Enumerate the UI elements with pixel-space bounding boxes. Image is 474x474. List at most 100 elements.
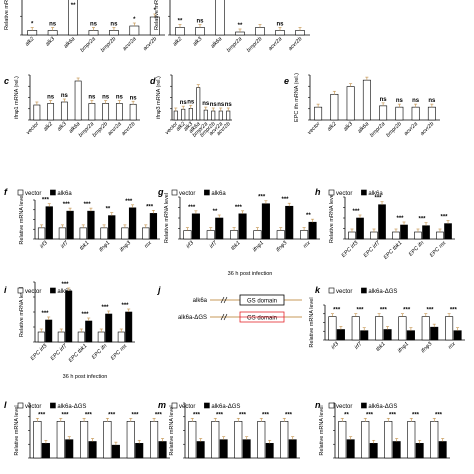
significance-label: *** [41,311,49,317]
bar [445,316,454,341]
x-axis-label: 36 h post infection [228,271,273,277]
bar [226,110,231,121]
significance-label: ns [102,95,110,101]
legend-swatch [204,189,210,196]
significance-label: *** [38,412,46,418]
significance-label: *** [216,412,224,418]
significance-label: ** [213,209,218,215]
category-label: irf3 [185,240,195,250]
bar [88,441,97,459]
bar [392,441,401,459]
significance-label: *** [450,308,458,314]
break-mark [223,296,228,304]
bar [88,103,96,121]
legend-label: alk6a [368,191,383,197]
significance-label: *** [418,217,426,223]
bar [97,331,105,343]
bar [275,30,285,36]
category-label: vector [307,120,323,136]
bar [400,224,408,240]
legend-label: alk6a [211,191,226,197]
legend-label: vector [336,191,352,197]
panel-label-m: m [158,400,166,410]
significance-label: *** [374,196,382,202]
bar [150,421,159,459]
panel-label-k: k [315,285,321,295]
significance-label: *** [131,412,139,418]
category-label: acvr2b [419,121,435,137]
bar [300,230,309,240]
bar [68,0,78,36]
category-label: mx [447,341,457,351]
bar [336,329,345,341]
category-label: alk2 [24,36,35,47]
category-label: alk6a [357,121,371,135]
category-label: ifnφ3 [420,341,434,355]
category-label: bmpr2b [92,121,109,138]
bar [383,329,392,341]
y-axis-label: Relative mRNA level [19,287,25,337]
legend-label: vector [179,191,195,197]
category-label: irf7 [209,240,219,250]
bar [257,421,266,459]
significance-label: * [154,8,157,14]
significance-label: ns [88,95,96,101]
significance-label: ns [196,19,204,25]
legend-swatch [328,287,335,294]
bar [108,215,116,240]
significance-label: ns [428,98,436,104]
bar [100,227,108,240]
bar [330,93,339,121]
category-label: irf3 [330,341,340,351]
bar [346,439,355,459]
y-axis-label: Relative mR [4,0,10,30]
category-label: mx [144,240,154,250]
panel-label-l: l [4,400,7,410]
bar [74,80,82,121]
chart-a1: Relative mR *alk2nsalk3**alk6ansbmpr2ansb… [4,0,165,54]
bar [56,421,65,459]
bar [181,108,186,121]
significance-label: *** [333,308,341,314]
significance-label: *** [61,282,69,288]
significance-label: *** [396,216,404,222]
panel-label-f: f [4,187,8,197]
bar [295,30,305,36]
category-label: acvr2a [267,36,283,52]
y-axis-label: Relative mRNA level [169,405,175,455]
bar [398,316,407,341]
category-label: acvr2a [107,121,123,137]
category-label: ifnφ1 [98,240,111,253]
panel-label-e: e [284,76,289,86]
significance-label: * [31,22,34,28]
legend-swatch [171,189,178,196]
y-axis-label: ifnφ1 mRNA (rel.) [14,76,20,119]
category-label: EPC irf7 [363,240,382,259]
category-label: alk2 [175,121,186,132]
category-label: EPC mx [429,240,448,259]
bar [370,231,378,240]
y-axis-label: Relative mRNA level [329,193,335,243]
bar [37,227,46,240]
category-label: acvr2a [122,36,138,52]
significance-label: *** [42,198,50,204]
bar [203,109,208,121]
significance-label: * [133,17,136,23]
bar [375,316,384,341]
bar [415,443,424,459]
gs-domain-box [239,294,285,306]
significance-label: *** [121,303,129,309]
legend-swatch [361,287,367,294]
legend-swatch [328,189,335,196]
category-label: bmpr2a [79,36,96,53]
significance-label: *** [262,412,270,418]
significance-label: *** [380,308,388,314]
bar [348,231,356,240]
bar [406,330,415,341]
category-label: ifnφ1 [397,341,410,354]
bar [196,441,205,459]
panel-label-g: g [157,187,164,197]
bar [351,316,360,341]
bar [128,207,137,240]
